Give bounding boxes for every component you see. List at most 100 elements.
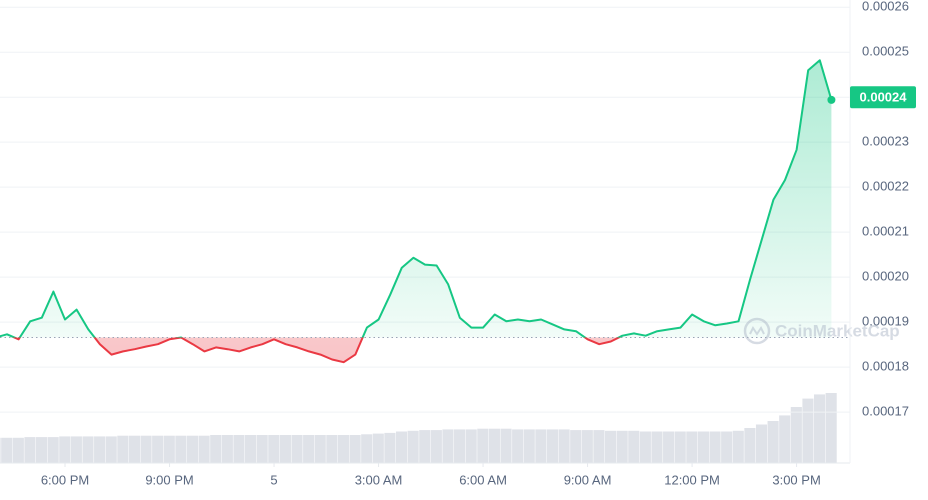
volume-bar [558, 429, 570, 463]
price-badge [850, 86, 916, 109]
y-tick-label: 0.00023 [862, 134, 909, 149]
price-line-down [11, 337, 622, 364]
volume-bar [686, 431, 698, 463]
y-tick-label: 0.00021 [862, 224, 909, 239]
volume-bar [651, 431, 663, 463]
volume-bar [186, 435, 199, 463]
x-tick-label: 9:00 AM [564, 472, 612, 487]
volume-bar [616, 430, 628, 463]
volume-bar [94, 436, 106, 463]
x-tick-label: 6:00 AM [459, 472, 507, 487]
volume-bar [279, 435, 291, 463]
volume-bar [35, 437, 48, 463]
volume-bar [709, 431, 721, 463]
volume-bar [105, 436, 117, 463]
volume-bar [24, 437, 36, 463]
volume-bar [512, 429, 524, 463]
volume-bar [349, 435, 361, 463]
volume-bar [628, 430, 640, 463]
volume-bar [314, 435, 326, 463]
volume-bar [790, 407, 802, 463]
volume-bar [372, 433, 384, 463]
volume-bar [697, 431, 709, 463]
volume-bar [721, 431, 733, 463]
price-line [0, 59, 833, 338]
volume-bar [430, 430, 442, 463]
y-tick-label: 0.00017 [862, 404, 909, 419]
volume-bar [477, 428, 489, 463]
volume-bar [744, 428, 756, 463]
x-tick-label: 9:00 PM [145, 472, 193, 487]
y-tick-label: 0.00019 [862, 314, 909, 329]
volume-bar [198, 435, 210, 463]
volume-bar [59, 436, 71, 463]
volume-bar [70, 436, 82, 463]
volume-bar [767, 421, 779, 463]
plot-layer [0, 59, 850, 364]
area-up [0, 60, 832, 338]
volume-bar [523, 429, 535, 463]
volume-bar [488, 428, 500, 463]
x-tick-label: 3:00 AM [355, 472, 403, 487]
volume-bar [639, 431, 651, 463]
volume-bar [825, 393, 837, 463]
volume-bar [384, 432, 396, 463]
volume-bar [674, 431, 686, 463]
volume-bar [755, 424, 768, 463]
volume-bar [581, 430, 593, 463]
volume-bar [814, 394, 826, 463]
x-tick-label: 3:00 PM [772, 472, 820, 487]
volume-bar [245, 435, 257, 463]
area-down [0, 337, 832, 363]
volume-bar [454, 429, 466, 463]
watermark: CoinMarketCap [743, 317, 900, 345]
x-tick-label: 6:00 PM [41, 472, 89, 487]
volume-bar [326, 435, 338, 463]
volume-bar [82, 436, 94, 463]
volume-bar [128, 435, 141, 463]
volume-bar [779, 415, 791, 463]
volume-bar [163, 435, 175, 463]
volume-bar [732, 430, 744, 463]
volume-bar [117, 435, 129, 463]
volume-bar [442, 429, 454, 463]
volume-bar [337, 435, 350, 463]
y-tick-label: 0.00025 [862, 44, 909, 59]
volume-bar [152, 435, 164, 463]
volume-bar [604, 430, 617, 463]
volume-bar [395, 431, 408, 463]
volume-bar [303, 435, 315, 463]
volume-bar [546, 429, 559, 463]
x-tick-label: 5 [270, 472, 277, 487]
volume-bar [419, 430, 431, 463]
volume-bar [0, 437, 1, 463]
volume-bar [47, 437, 59, 463]
volume-bar [570, 430, 582, 463]
volume-bar [535, 429, 547, 463]
volume-bar [175, 435, 187, 463]
x-tick-label: 12:00 PM [664, 472, 720, 487]
volume-bar [291, 435, 303, 463]
volume-bar [140, 435, 152, 463]
y-tick-label: 0.00020 [862, 269, 909, 284]
volume-bar [233, 435, 245, 463]
watermark-text: CoinMarketCap [775, 321, 900, 340]
volume-bar [465, 429, 477, 463]
volume-bar [256, 435, 268, 463]
volume-bar [268, 435, 280, 463]
volume-bar [500, 428, 512, 463]
y-tick-label: 0.00018 [862, 359, 909, 374]
volume-bar [407, 430, 419, 463]
last-point [827, 95, 836, 104]
y-tick-label: 0.00022 [862, 179, 909, 194]
volume-bar [210, 435, 222, 463]
price-badge-label: 0.00024 [860, 90, 908, 105]
volume-bar [1, 437, 13, 463]
volume-layer [0, 393, 837, 463]
grid-layer [0, 6, 850, 413]
y-tick-label: 0.00026 [862, 0, 909, 14]
volume-bar [593, 430, 605, 463]
volume-bar [802, 398, 814, 463]
volume-bar [12, 437, 24, 463]
